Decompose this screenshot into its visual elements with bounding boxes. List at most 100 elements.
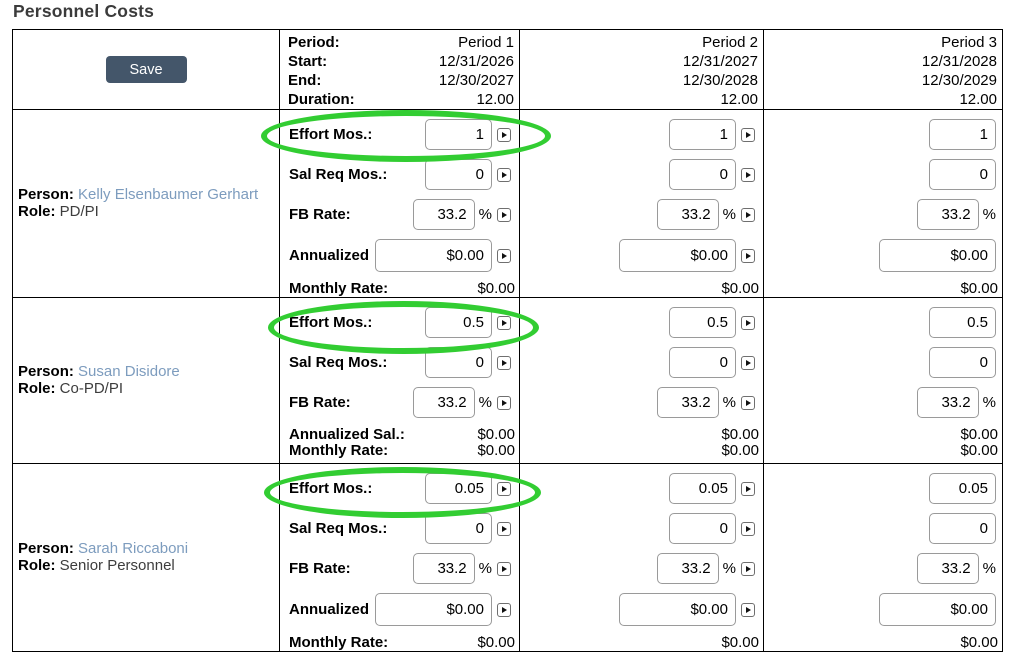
sal-req-mos-input[interactable] bbox=[929, 159, 996, 190]
effort-mos-input[interactable] bbox=[929, 307, 996, 338]
annualized-salary-input[interactable] bbox=[619, 593, 736, 626]
fb-rate-input[interactable] bbox=[656, 387, 719, 418]
copy-forward-button[interactable] bbox=[497, 167, 511, 182]
cost-cell-susan-p1: Effort Mos.: Sal Req Mos.: FB Rate:% Ann… bbox=[280, 298, 520, 464]
sal-req-mos-input[interactable] bbox=[425, 347, 492, 378]
annualized-salary-input[interactable] bbox=[879, 593, 996, 626]
fb-rate-input[interactable] bbox=[412, 553, 475, 584]
copy-forward-button[interactable] bbox=[741, 395, 755, 410]
right-arrow-icon bbox=[502, 606, 507, 613]
sal-req-mos-input[interactable] bbox=[425, 513, 492, 544]
annualized-salary-input[interactable] bbox=[375, 239, 492, 272]
effort-mos-input[interactable] bbox=[929, 473, 996, 504]
fb-rate-label: FB Rate: bbox=[289, 206, 351, 223]
annualized-label: Annualized bbox=[289, 601, 370, 618]
copy-forward-button[interactable] bbox=[497, 315, 511, 330]
period-1-name: Period 1 bbox=[458, 34, 514, 51]
copy-forward-button[interactable] bbox=[741, 127, 755, 142]
copy-forward-button[interactable] bbox=[497, 355, 511, 370]
fb-rate-input[interactable] bbox=[916, 387, 979, 418]
monthly-rate-value: $0.00 bbox=[477, 442, 515, 459]
sal-req-mos-input[interactable] bbox=[929, 347, 996, 378]
cost-cell-susan-p3: % $0.00 $0.00 bbox=[764, 298, 1002, 464]
copy-forward-button[interactable] bbox=[741, 561, 755, 576]
fb-rate-input[interactable] bbox=[412, 387, 475, 418]
period-3-duration: 12.00 bbox=[959, 91, 997, 108]
period-2-start: 12/31/2027 bbox=[682, 53, 758, 70]
copy-forward-button[interactable] bbox=[497, 127, 511, 142]
sal-req-mos-input[interactable] bbox=[669, 159, 736, 190]
right-arrow-icon bbox=[502, 399, 507, 406]
sal-req-mos-input[interactable] bbox=[425, 159, 492, 190]
fb-rate-input[interactable] bbox=[656, 553, 719, 584]
period-3-start: 12/31/2028 bbox=[921, 53, 997, 70]
annualized-label: Annualized bbox=[289, 247, 370, 264]
copy-forward-button[interactable] bbox=[741, 602, 755, 617]
effort-mos-input[interactable] bbox=[425, 307, 492, 338]
fb-rate-input[interactable] bbox=[916, 553, 979, 584]
annualized-salary-input[interactable] bbox=[375, 593, 492, 626]
right-arrow-icon bbox=[502, 252, 507, 259]
cost-cell-kelly-p3: % $0.00 bbox=[764, 110, 1002, 298]
sal-req-mos-label: Sal Req Mos.: bbox=[289, 354, 388, 371]
effort-mos-input[interactable] bbox=[669, 473, 736, 504]
effort-mos-input[interactable] bbox=[425, 119, 492, 150]
annualized-salary-input[interactable] bbox=[619, 239, 736, 272]
copy-forward-button[interactable] bbox=[497, 481, 511, 496]
monthly-rate-value: $0.00 bbox=[721, 442, 759, 459]
copy-forward-button[interactable] bbox=[497, 521, 511, 536]
save-button[interactable]: Save bbox=[105, 56, 187, 83]
person-link-susan[interactable]: Susan Disidore bbox=[78, 363, 180, 380]
person-link-sarah[interactable]: Sarah Riccaboni bbox=[78, 540, 189, 557]
copy-forward-button[interactable] bbox=[741, 521, 755, 536]
fb-rate-input[interactable] bbox=[412, 199, 475, 230]
right-arrow-icon bbox=[746, 485, 751, 492]
monthly-rate-value: $0.00 bbox=[960, 280, 998, 297]
copy-forward-button[interactable] bbox=[741, 248, 755, 263]
duration-label: Duration: bbox=[288, 91, 355, 108]
copy-forward-button[interactable] bbox=[741, 355, 755, 370]
save-cell: Save bbox=[13, 30, 280, 110]
right-arrow-icon bbox=[746, 319, 751, 326]
right-arrow-icon bbox=[502, 171, 507, 178]
person-label: Person: bbox=[18, 363, 74, 380]
fb-rate-input[interactable] bbox=[916, 199, 979, 230]
sal-req-mos-label: Sal Req Mos.: bbox=[289, 166, 388, 183]
sal-req-mos-input[interactable] bbox=[669, 347, 736, 378]
copy-forward-button[interactable] bbox=[497, 395, 511, 410]
copy-forward-button[interactable] bbox=[741, 481, 755, 496]
effort-mos-label: Effort Mos.: bbox=[289, 314, 373, 331]
right-arrow-icon bbox=[502, 485, 507, 492]
copy-forward-button[interactable] bbox=[741, 315, 755, 330]
fb-rate-input[interactable] bbox=[656, 199, 719, 230]
sal-req-mos-input[interactable] bbox=[669, 513, 736, 544]
percent-suffix: % bbox=[722, 560, 736, 577]
sal-req-mos-label: Sal Req Mos.: bbox=[289, 520, 388, 537]
annualized-salary-input[interactable] bbox=[879, 239, 996, 272]
copy-forward-button[interactable] bbox=[741, 167, 755, 182]
effort-mos-input[interactable] bbox=[669, 119, 736, 150]
role-label: Role: bbox=[18, 556, 56, 574]
effort-mos-input[interactable] bbox=[929, 119, 996, 150]
right-arrow-icon bbox=[746, 131, 751, 138]
copy-forward-button[interactable] bbox=[497, 561, 511, 576]
monthly-rate-label: Monthly Rate: bbox=[289, 442, 389, 459]
sal-req-mos-input[interactable] bbox=[929, 513, 996, 544]
copy-forward-button[interactable] bbox=[497, 602, 511, 617]
period-1-header: Period: Period 1 Start: 12/31/2026 End: 12/… bbox=[280, 30, 520, 110]
copy-forward-button[interactable] bbox=[741, 207, 755, 222]
monthly-rate-value: $0.00 bbox=[960, 442, 998, 459]
copy-forward-button[interactable] bbox=[497, 248, 511, 263]
cost-cell-sarah-p3: % $0.00 bbox=[764, 464, 1002, 651]
role-value: PD/PI bbox=[59, 202, 99, 220]
monthly-rate-value: $0.00 bbox=[960, 634, 998, 651]
right-arrow-icon bbox=[502, 565, 507, 572]
period-2-name: Period 2 bbox=[702, 34, 758, 51]
copy-forward-button[interactable] bbox=[497, 207, 511, 222]
effort-mos-input[interactable] bbox=[425, 473, 492, 504]
effort-mos-input[interactable] bbox=[669, 307, 736, 338]
monthly-rate-value: $0.00 bbox=[721, 634, 759, 651]
fb-rate-label: FB Rate: bbox=[289, 394, 351, 411]
person-label: Person: bbox=[18, 540, 74, 557]
person-link-kelly[interactable]: Kelly Elsenbaumer Gerhart bbox=[78, 186, 259, 203]
